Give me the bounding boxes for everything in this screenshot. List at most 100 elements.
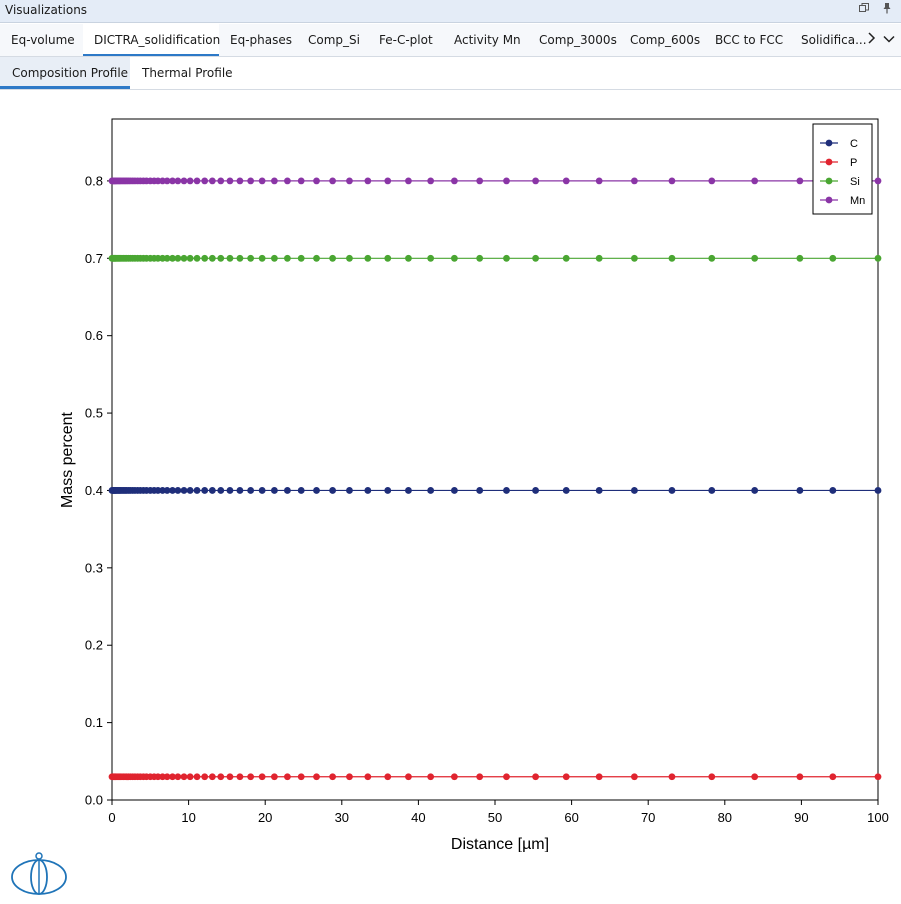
data-point (708, 487, 716, 494)
data-point (284, 254, 291, 262)
data-point (451, 773, 458, 781)
data-point (163, 773, 171, 781)
data-point (668, 487, 676, 494)
data-point (226, 487, 234, 494)
y-tick-label: 0.0 (85, 793, 103, 808)
data-point (193, 773, 201, 781)
data-point (297, 177, 305, 185)
x-tick-label: 10 (181, 810, 195, 825)
data-point (476, 177, 484, 185)
y-axis-ticks: 0.0 0.1 0.2 0.3 0.4 0.5 0.6 0.7 0.8 (85, 173, 112, 808)
data-point (186, 773, 194, 781)
data-point (503, 773, 510, 781)
tab-dictra-solidification[interactable]: DICTRA_solidification (83, 24, 221, 56)
tab-activity-mn[interactable]: Activity Mn (443, 24, 532, 56)
data-point (503, 177, 510, 185)
data-point (562, 487, 570, 494)
data-point (313, 254, 320, 262)
data-point (284, 177, 291, 185)
data-point (751, 254, 759, 262)
data-point (562, 177, 570, 185)
x-tick-label: 60 (564, 810, 578, 825)
subtab-label: Thermal Profile (142, 66, 233, 80)
x-tick-label: 20 (258, 810, 272, 825)
data-point (796, 773, 804, 781)
data-point (313, 177, 320, 185)
x-axis-ticks: 0 10 20 30 40 50 60 70 80 90 100 (108, 800, 889, 825)
restore-icon[interactable] (856, 2, 872, 18)
data-point (174, 773, 182, 781)
data-point (329, 487, 337, 494)
series-layer (108, 177, 882, 781)
tab-comp-3000s[interactable]: Comp_3000s (528, 24, 628, 56)
data-point (217, 773, 225, 781)
data-point (284, 487, 291, 494)
tab-comp-si[interactable]: Comp_Si (297, 24, 371, 56)
data-point (270, 773, 278, 781)
chevron-down-icon[interactable] (881, 31, 897, 49)
tab-label: DICTRA_solidification (94, 33, 221, 47)
data-point (503, 487, 510, 494)
data-point (258, 254, 266, 262)
data-point (751, 177, 759, 185)
data-point (751, 773, 759, 781)
data-point (668, 773, 676, 781)
data-point (174, 254, 182, 262)
data-point (476, 487, 484, 494)
data-point (186, 177, 194, 185)
tab-fe-c-plot[interactable]: Fe-C-plot (368, 24, 444, 56)
tab-eq-volume[interactable]: Eq-volume (0, 24, 86, 56)
tab-eq-phases[interactable]: Eq-phases (219, 24, 303, 56)
legend-marker (825, 139, 833, 147)
data-point (631, 254, 638, 262)
tab-thermal-profile[interactable]: Thermal Profile (130, 57, 245, 89)
data-point (427, 177, 435, 185)
data-point (503, 254, 510, 262)
tab-label: Comp_Si (308, 33, 360, 47)
data-point (364, 487, 372, 494)
data-point (562, 773, 570, 781)
data-point (595, 254, 603, 262)
data-point (313, 773, 320, 781)
data-point (163, 254, 171, 262)
data-point (236, 773, 244, 781)
series-c (108, 487, 882, 494)
pin-icon[interactable] (879, 2, 895, 18)
x-tick-label: 30 (335, 810, 349, 825)
composition-profile-chart[interactable]: 0.0 0.1 0.2 0.3 0.4 0.5 0.6 0.7 0.8 0 10 20 30 40 50 6… (0, 90, 901, 852)
data-point (346, 487, 353, 494)
data-point (427, 773, 435, 781)
thermo-calc-logo (11, 852, 67, 895)
tab-label: BCC to FCC (715, 33, 784, 47)
data-point (668, 177, 676, 185)
tab-composition-profile[interactable]: Composition Profile (0, 57, 130, 89)
series-mn (108, 177, 882, 185)
y-tick-label: 0.1 (85, 715, 103, 730)
data-point (595, 177, 603, 185)
legend-marker (825, 177, 833, 185)
data-point (532, 254, 539, 262)
chevron-right-icon[interactable] (863, 31, 879, 49)
data-point (201, 177, 209, 185)
data-point (217, 254, 225, 262)
legend-entry-label: Si (850, 176, 860, 188)
data-point (258, 487, 266, 494)
data-point (476, 254, 484, 262)
data-point (329, 254, 337, 262)
data-point (169, 254, 176, 262)
tab-solidification[interactable]: Solidifica... (790, 24, 878, 56)
x-axis-label: Distance [µm] (451, 836, 549, 852)
data-point (532, 177, 539, 185)
tab-bcc-to-fcc[interactable]: BCC to FCC (704, 24, 794, 56)
data-point (226, 773, 234, 781)
data-point (751, 487, 759, 494)
data-point (346, 254, 353, 262)
data-point (364, 254, 372, 262)
tab-label: Activity Mn (454, 33, 521, 47)
data-point (405, 773, 412, 781)
data-point (258, 177, 266, 185)
tab-comp-600s[interactable]: Comp_600s (619, 24, 711, 56)
x-tick-label: 80 (718, 810, 732, 825)
data-point (163, 487, 171, 494)
data-point (708, 254, 716, 262)
